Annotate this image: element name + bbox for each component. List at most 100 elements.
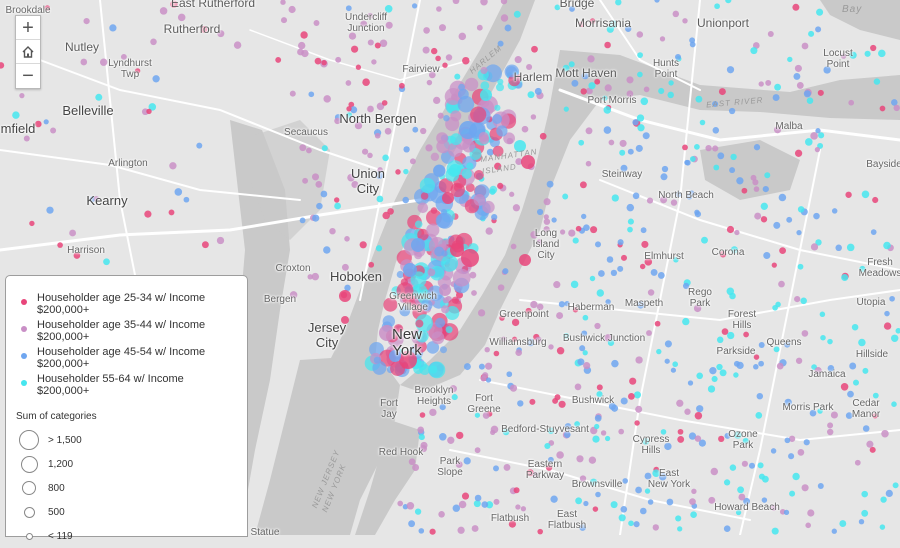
zoom-in-button[interactable]: + [16,16,40,40]
data-point [536,239,543,245]
data-point [548,344,554,350]
data-point [355,64,362,70]
data-point [461,249,479,267]
data-point [445,326,453,334]
data-point [617,239,624,246]
data-point [384,127,392,135]
place-label: mfield [0,121,36,136]
place-label: Morrisania [574,16,632,30]
data-point [535,336,542,344]
place-label: Ozone Park [728,429,758,451]
place-label: Forest Hills [727,309,757,331]
data-point [426,79,433,86]
data-point [727,331,735,340]
data-point [617,265,624,272]
data-point [815,239,822,246]
data-point [861,509,869,517]
data-point [499,315,505,321]
data-point [748,462,756,469]
data-point [351,45,359,53]
data-point [373,356,381,364]
data-point [506,371,513,378]
data-point [654,0,660,3]
place-label: Belleville [62,103,114,118]
data-point [396,282,414,300]
data-point [575,225,582,232]
data-point [893,104,900,112]
zoom-out-button[interactable]: − [22,65,34,87]
data-point [714,3,720,10]
data-point [452,268,471,287]
data-point [760,216,768,223]
data-point [810,243,819,251]
data-point [626,90,634,98]
data-point [529,398,536,405]
data-point [581,213,587,220]
data-point [637,52,643,58]
data-point [371,59,377,65]
data-point [511,336,518,343]
data-point [170,0,178,8]
data-point [652,524,659,531]
place-label: Howard Beach [714,502,780,513]
data-point [509,384,518,392]
place-label: New York [391,326,423,359]
data-point [374,42,381,49]
data-point [604,435,611,442]
legend-categories: Householder age 25-34 w/ Income $200,000… [16,292,237,397]
data-point [458,88,469,100]
data-point [562,64,570,72]
legend-sizes: > 1,500 1,200 800 500 < 119 [16,428,237,548]
data-point [840,383,849,391]
data-point [752,179,759,186]
data-point [659,36,666,42]
data-point [604,84,612,92]
east-river [400,50,900,392]
data-point [698,439,706,447]
data-point [50,127,57,134]
map-canvas[interactable] [0,0,900,535]
data-point [582,350,588,356]
data-point [474,494,482,502]
data-point [280,0,286,5]
data-point [485,362,493,370]
data-point [553,281,561,289]
place-label: Brookdale [5,5,51,16]
data-point [872,413,878,419]
data-point [682,317,690,326]
data-point [827,422,834,429]
home-button[interactable] [16,40,40,64]
data-point [707,385,716,393]
data-point [441,250,448,257]
data-point [726,225,735,234]
data-point [622,478,628,484]
data-point [620,164,628,172]
data-point [677,526,683,532]
legend-item: Householder age 45-54 w/ Income $200,000… [16,346,237,370]
data-point [853,379,859,386]
data-point [441,305,450,314]
data-point [800,297,807,305]
place-label: Hunts Point [652,58,680,80]
data-point [539,132,547,140]
data-point [425,144,433,152]
data-point [320,190,328,198]
data-point [494,162,502,170]
place-label: Bergen [263,294,297,305]
data-point [815,26,822,33]
data-point [484,347,490,353]
data-point [618,428,625,435]
data-point [841,273,849,282]
data-point [891,401,897,407]
data-point [801,484,809,492]
data-point [619,139,627,147]
data-point [710,467,719,476]
data-point [441,254,458,272]
data-point [626,76,634,84]
data-point [615,0,622,6]
data-point [682,144,688,151]
data-point [716,336,724,344]
data-point [750,174,757,181]
data-point [716,363,723,371]
legend-panel: Householder age 25-34 w/ Income $200,000… [5,275,248,542]
